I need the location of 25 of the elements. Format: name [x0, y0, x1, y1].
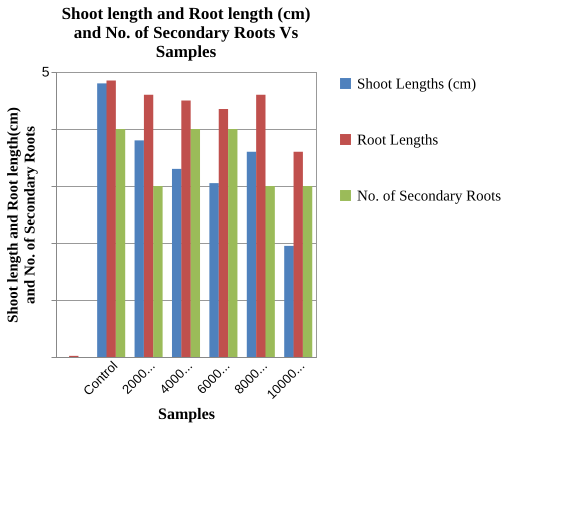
bar [265, 186, 275, 357]
bar [190, 129, 200, 357]
x-axis-title: Samples [158, 406, 215, 423]
bar [256, 94, 266, 357]
bar [209, 183, 219, 357]
bar [302, 186, 312, 357]
bar [144, 94, 154, 357]
bar [246, 152, 256, 357]
bar [218, 109, 228, 357]
bar [228, 129, 238, 357]
legend-label: Shoot Lengths (cm) [357, 76, 476, 92]
legend-label: No. of Secondary Roots [357, 188, 502, 204]
y-axis-title: Shoot length and Root length(cm) and No. of Secondary Roots [6, 107, 39, 323]
legend-label: Root Lengths [357, 132, 438, 148]
bar [106, 80, 116, 357]
y-tick-label: 5 [42, 64, 50, 80]
bar [294, 152, 303, 357]
bar [153, 186, 163, 357]
bar [284, 246, 294, 357]
bar [116, 129, 126, 357]
chart-title: Shoot length and Root length (cm) and No. of Secondary Roots Vs Samples [62, 4, 310, 61]
bar [181, 100, 191, 357]
bar [97, 83, 107, 357]
bar [172, 168, 182, 357]
bar [134, 140, 144, 357]
